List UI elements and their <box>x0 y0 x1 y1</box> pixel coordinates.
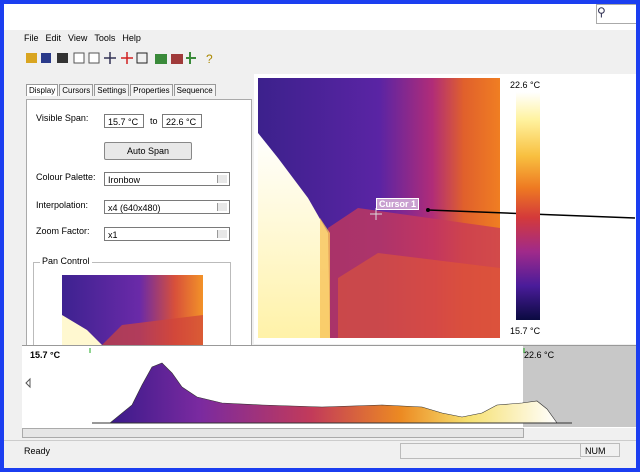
label: Interpolation: <box>36 200 89 210</box>
label: Visible Span: <box>36 113 89 123</box>
span-min-field[interactable]: 15.7 °C <box>104 114 144 128</box>
tab-strip: Display Cursors Settings Properties Sequ… <box>26 84 216 96</box>
span-max-field[interactable]: 22.6 °C <box>162 114 202 128</box>
histogram-scrollbar[interactable] <box>22 428 524 438</box>
toolbar: ? <box>26 52 213 66</box>
menu-item[interactable]: Tools <box>94 33 116 43</box>
tool-icon[interactable] <box>121 52 133 64</box>
menu-item[interactable]: Edit <box>45 33 62 43</box>
interpolation-dropdown[interactable]: x4 (640x480) <box>104 200 230 214</box>
tool-icon[interactable] <box>104 52 116 64</box>
tool-icon[interactable] <box>155 54 167 64</box>
status-text: Ready <box>24 446 51 456</box>
histogram-min-label: 15.7 °C <box>30 350 61 360</box>
tool-icon[interactable]: ? <box>206 52 213 66</box>
label: Zoom Factor: <box>36 226 90 236</box>
menu-item[interactable]: View <box>68 33 88 43</box>
group-label: Pan Control <box>40 256 92 266</box>
color-scale-bar <box>516 92 540 320</box>
status-bar <box>4 440 636 461</box>
label: Colour Palette: <box>36 172 96 182</box>
tool-icon[interactable] <box>57 53 68 63</box>
tab[interactable]: Settings <box>94 84 130 96</box>
status-pane <box>400 443 581 459</box>
title-area <box>4 4 636 30</box>
tool-icon[interactable] <box>186 52 196 64</box>
thermal-image[interactable] <box>258 78 500 338</box>
scale-min-label: 15.7 °C <box>510 326 541 336</box>
label: to <box>150 116 158 126</box>
tool-icon[interactable] <box>73 52 85 64</box>
histogram <box>25 348 572 424</box>
scale-max-label: 22.6 °C <box>510 80 541 90</box>
tool-icon[interactable] <box>171 54 183 64</box>
palette-dropdown[interactable]: Ironbow <box>104 172 230 186</box>
cursor-label[interactable]: Cursor 1 <box>376 198 420 210</box>
menu-item[interactable]: File <box>24 33 39 43</box>
tab[interactable]: Display <box>26 84 59 96</box>
menu-item[interactable]: Help <box>122 33 141 43</box>
search-box[interactable]: ⚲ <box>596 4 638 24</box>
tool-icon[interactable] <box>136 52 148 64</box>
num-indicator: NUM <box>580 443 620 457</box>
pan-thumbnail[interactable] <box>62 275 203 345</box>
tab[interactable]: Cursors <box>59 84 94 96</box>
histogram-max-label: 22.6 °C <box>524 350 555 360</box>
tab[interactable]: Sequence <box>173 84 216 96</box>
menu-bar: File Edit View Tools Help <box>24 33 141 43</box>
tool-icon[interactable] <box>41 53 51 63</box>
tool-icon[interactable] <box>88 52 100 64</box>
tool-icon[interactable] <box>26 53 37 63</box>
tab[interactable]: Properties <box>130 84 173 96</box>
zoom-dropdown[interactable]: x1 <box>104 227 230 241</box>
auto-span-button[interactable]: Auto Span <box>104 142 192 160</box>
